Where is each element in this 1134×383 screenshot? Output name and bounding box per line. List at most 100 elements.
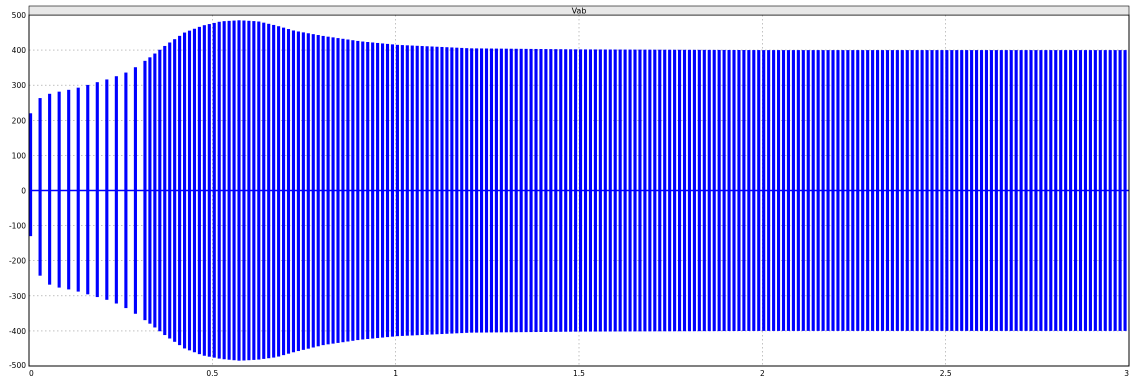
negative-pulse (979, 190, 984, 331)
negative-pulse (1123, 190, 1127, 331)
positive-pulse (1044, 50, 1048, 191)
positive-pulse (678, 49, 682, 191)
negative-pulse (197, 190, 201, 355)
positive-pulse (148, 57, 152, 191)
negative-pulse (361, 190, 365, 340)
negative-pulse (385, 190, 390, 338)
positive-pulse (504, 48, 508, 191)
positive-pulse (356, 40, 360, 191)
negative-pulse (871, 190, 875, 331)
negative-pulse (836, 190, 840, 331)
negative-pulse (539, 190, 543, 332)
positive-pulse (390, 44, 395, 191)
positive-pulse (311, 34, 315, 191)
positive-pulse (544, 49, 548, 191)
positive-pulse (366, 42, 370, 191)
negative-pulse (777, 190, 781, 331)
negative-pulse (559, 190, 563, 332)
positive-pulse (489, 48, 494, 191)
negative-pulse (1074, 190, 1078, 331)
negative-pulse (915, 190, 919, 331)
negative-pulse (48, 190, 52, 285)
positive-pulse (841, 50, 845, 191)
negative-pulse (425, 190, 429, 335)
negative-pulse (514, 190, 518, 333)
positive-pulse (133, 67, 137, 191)
negative-pulse (183, 190, 187, 349)
positive-pulse (742, 50, 746, 191)
positive-pulse (1054, 50, 1058, 191)
positive-pulse (702, 49, 706, 191)
positive-pulse (326, 36, 330, 191)
positive-pulse (1049, 50, 1053, 191)
negative-pulse (786, 190, 791, 331)
negative-pulse (376, 190, 380, 339)
positive-pulse (806, 50, 810, 191)
negative-pulse (1024, 190, 1028, 331)
negative-pulse (207, 190, 211, 357)
negative-pulse (67, 190, 71, 290)
negative-pulse (821, 190, 825, 331)
positive-pulse (1009, 50, 1013, 191)
positive-pulse (187, 30, 192, 191)
negative-pulse (890, 190, 894, 331)
negative-pulse (702, 190, 706, 332)
positive-pulse (658, 49, 662, 191)
negative-pulse (841, 190, 845, 331)
negative-pulse (554, 190, 558, 332)
negative-pulse (767, 190, 771, 331)
positive-pulse (192, 28, 197, 191)
positive-pulse (237, 20, 241, 191)
positive-pulse (618, 49, 622, 191)
negative-pulse (296, 190, 300, 352)
negative-pulse (682, 190, 687, 332)
positive-pulse (371, 42, 375, 191)
x-tick-label: 1 (393, 369, 398, 378)
positive-pulse (524, 48, 528, 191)
positive-pulse (984, 50, 989, 191)
negative-pulse (1108, 190, 1112, 331)
negative-pulse (534, 190, 538, 333)
negative-pulse (623, 190, 627, 332)
negative-pulse (331, 190, 335, 344)
positive-pulse (222, 21, 226, 191)
positive-pulse (124, 72, 128, 191)
negative-pulse (653, 190, 657, 332)
negative-pulse (291, 190, 296, 353)
negative-pulse (163, 190, 167, 336)
negative-pulse (1113, 190, 1117, 331)
negative-pulse (1088, 190, 1092, 331)
negative-pulse (371, 190, 375, 339)
positive-pulse (747, 50, 751, 191)
negative-pulse (950, 190, 954, 331)
negative-pulse (212, 190, 216, 358)
positive-pulse (579, 49, 583, 191)
negative-pulse (272, 190, 276, 358)
negative-pulse (405, 190, 409, 336)
positive-pulse (692, 49, 696, 191)
negative-pulse (1103, 190, 1107, 331)
negative-pulse (722, 190, 726, 332)
positive-pulse (989, 50, 993, 191)
negative-pulse (717, 190, 721, 332)
negative-pulse (435, 190, 439, 335)
negative-pulse (227, 190, 231, 360)
positive-pulse (608, 49, 612, 191)
negative-pulse (851, 190, 855, 331)
positive-pulse (603, 49, 607, 191)
positive-pulse (217, 21, 221, 191)
negative-pulse (856, 190, 860, 331)
negative-pulse (1019, 190, 1023, 331)
positive-pulse (385, 43, 390, 191)
positive-pulse (801, 50, 805, 191)
positive-pulse (712, 49, 716, 191)
negative-pulse (38, 190, 42, 276)
positive-pulse (623, 49, 627, 191)
positive-pulse (475, 48, 479, 191)
negative-pulse (450, 190, 454, 334)
positive-pulse (880, 50, 885, 191)
positive-pulse (1093, 50, 1097, 191)
positive-pulse (247, 20, 251, 191)
positive-pulse (306, 33, 310, 191)
negative-pulse (831, 190, 835, 331)
